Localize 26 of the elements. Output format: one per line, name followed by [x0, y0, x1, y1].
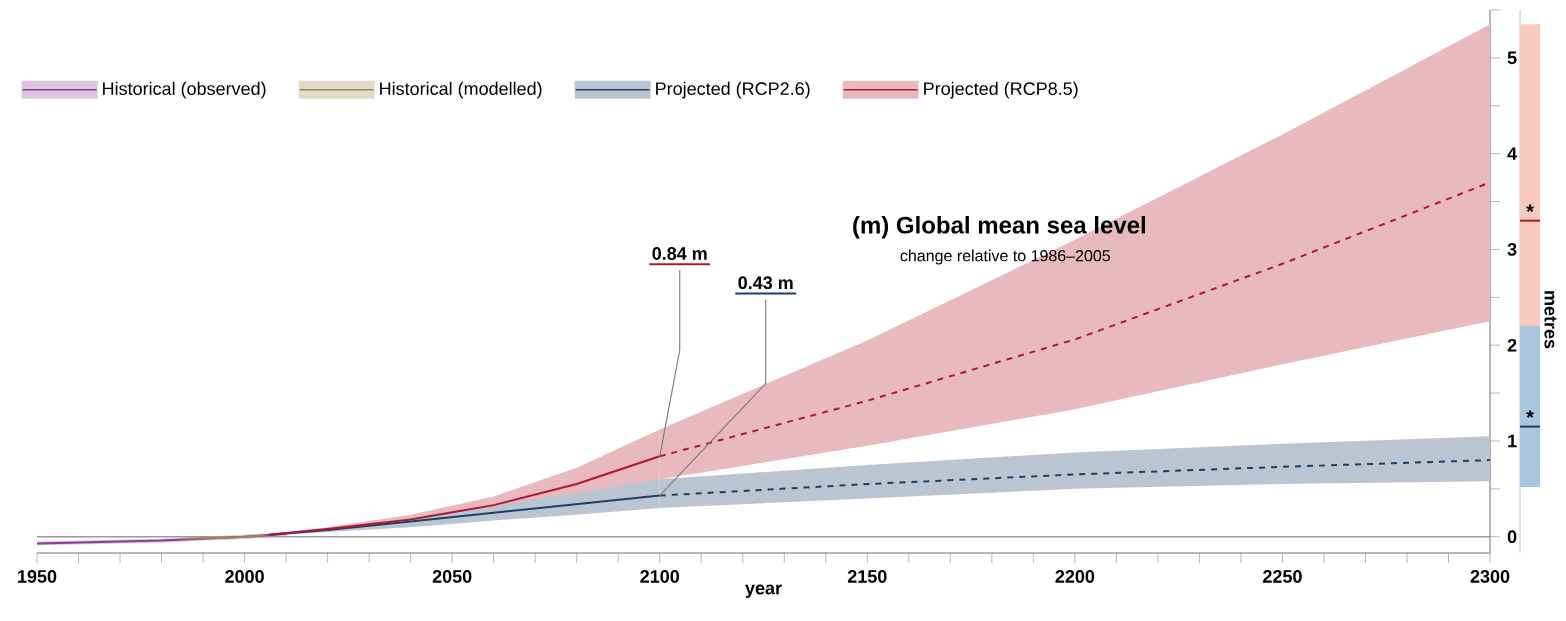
y-tick-label: 1 — [1508, 434, 1517, 448]
text: (m) Global mean sea level — [853, 216, 1145, 239]
legend-label: Historical (observed) — [103, 81, 266, 99]
x-tick-label: 2200 — [1055, 570, 1095, 583]
y-tick-label: 4 — [1507, 147, 1517, 160]
y-tick-label: 0 — [1507, 530, 1517, 544]
x-tick-label: 2100 — [640, 570, 680, 583]
x-axis-title: year — [745, 584, 782, 598]
x-tick-label: 2300 — [1470, 570, 1510, 583]
y-tick-label: 2 — [1507, 338, 1517, 352]
x-tick-label: 2150 — [847, 570, 887, 583]
x-tick-label: 1950 — [18, 570, 57, 583]
x-tick-label: 2050 — [432, 570, 472, 583]
x-tick-label: 2250 — [1263, 570, 1302, 583]
annotation: * — [1526, 204, 1534, 212]
annotation: 0.84 m — [652, 247, 707, 260]
legend-label: Projected (RCP2.6) — [656, 81, 810, 99]
y-axis-title: metres — [1544, 291, 1557, 349]
text: change relative to 1986–2005 — [900, 249, 1111, 265]
y-tick-label: 5 — [1507, 51, 1517, 65]
x-tick-label: 2000 — [225, 570, 264, 583]
legend-label: Historical (modelled) — [380, 81, 542, 99]
annotation: 0.43 m — [738, 276, 793, 290]
annotation: * — [1526, 410, 1534, 418]
legend-label: Projected (RCP8.5) — [924, 81, 1078, 99]
y-tick-label: 3 — [1507, 243, 1517, 256]
